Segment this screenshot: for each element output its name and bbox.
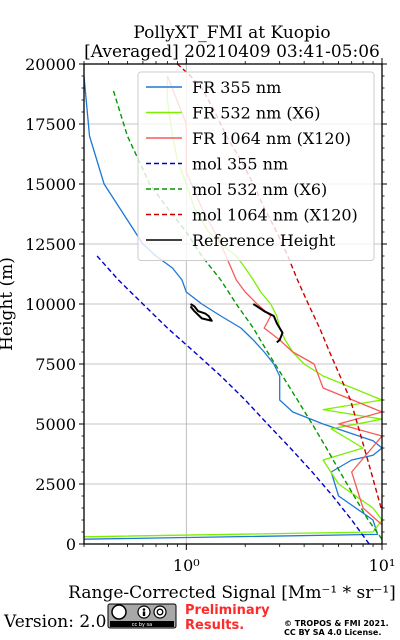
- y-tick-label: 10000: [25, 295, 76, 314]
- title-line-2: [Averaged] 20210409 03:41-05:06: [84, 42, 380, 62]
- legend-label: FR 532 nm (X6): [192, 104, 320, 123]
- x-axis-label: Range-Corrected Signal [Mm⁻¹ * sr⁻¹]: [68, 583, 396, 603]
- sa-icon-arrow: [156, 608, 164, 616]
- y-tick-label: 2500: [35, 475, 76, 494]
- series-mol-355-nm: [96, 255, 370, 544]
- cc-badge-strip: [110, 621, 174, 627]
- ticks: 0 2500 5000 7500 10000 12500 15000 17500 20000 10…: [25, 55, 395, 575]
- copyright-line-2: CC BY SA 4.0 License.: [284, 628, 381, 637]
- version-label: Version: 2.0: [3, 612, 106, 632]
- cc-badge-text: cc by sa: [132, 622, 152, 628]
- legend-label: mol 1064 nm (X120): [192, 206, 358, 225]
- copyright-line-1: © TROPOS & FMI 2021.: [284, 619, 389, 628]
- y-tick-label: 5000: [35, 415, 76, 434]
- preliminary-label-2: Results.: [185, 618, 244, 633]
- y-tick-label: 17500: [25, 115, 76, 134]
- legend-label: FR 355 nm: [192, 78, 281, 97]
- by-icon-body: [142, 611, 146, 616]
- legend-label: FR 1064 nm (X120): [192, 129, 351, 148]
- x-tick-label: 10⁰: [173, 556, 200, 575]
- title-line-1: PollyXT_FMI at Kuopio: [133, 23, 330, 43]
- legend-label: mol 355 nm: [192, 155, 288, 174]
- by-icon-head: [142, 608, 146, 611]
- y-tick-label: 15000: [25, 175, 76, 194]
- sa-icon: [153, 605, 167, 619]
- legend-label: mol 532 nm (X6): [192, 180, 327, 199]
- legend-label: Reference Height: [192, 231, 336, 250]
- series-reference-height-segment: [252, 303, 284, 344]
- cc-icon: [111, 604, 127, 620]
- y-tick-label: 0: [66, 535, 76, 554]
- legend-box: [137, 71, 375, 261]
- y-tick-label: 12500: [25, 235, 76, 254]
- series-mol-1064-nm-x120: [176, 64, 382, 509]
- cc-license-badge: cc by sa: [107, 603, 177, 629]
- y-tick-label: 20000: [25, 55, 76, 74]
- x-tick-label: 10¹: [369, 556, 396, 575]
- series-reference-height: [189, 303, 213, 322]
- preliminary-label-1: Preliminary: [185, 603, 270, 618]
- legend: FR 355 nm FR 532 nm (X6) FR 1064 nm (X120)…: [137, 71, 375, 261]
- y-axis-label: Height (m): [0, 257, 17, 351]
- y-tick-label: 7500: [35, 355, 76, 374]
